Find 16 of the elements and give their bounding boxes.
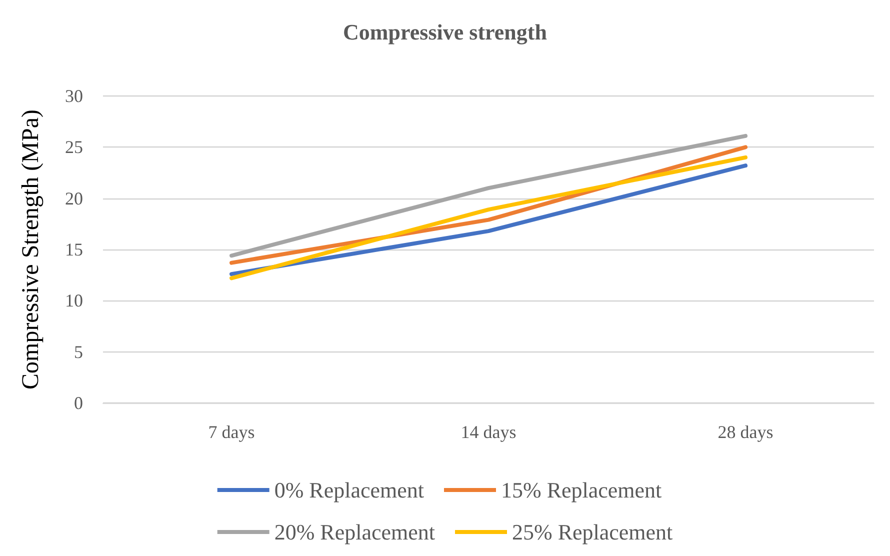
legend-label: 0% Replacement [274,478,424,502]
legend-label: 15% Replacement [501,478,662,502]
y-tick-label: 5 [74,342,83,362]
chart-title: Compressive strength [343,20,547,44]
x-tick-label: 28 days [718,422,774,442]
y-tick-label: 25 [65,137,83,158]
legend-label: 25% Replacement [512,520,673,544]
y-tick-label: 0 [74,393,83,413]
x-tick-label: 14 days [460,422,516,442]
x-tick-label: 7 days [208,422,255,442]
y-tick-label: 20 [65,188,83,208]
legend-label: 20% Replacement [274,520,436,544]
y-axis-title: Compressive Strength (MPa) [18,110,44,390]
y-tick-label: 30 [65,86,83,106]
y-tick-label: 10 [65,290,83,311]
y-tick-label: 15 [65,240,83,260]
